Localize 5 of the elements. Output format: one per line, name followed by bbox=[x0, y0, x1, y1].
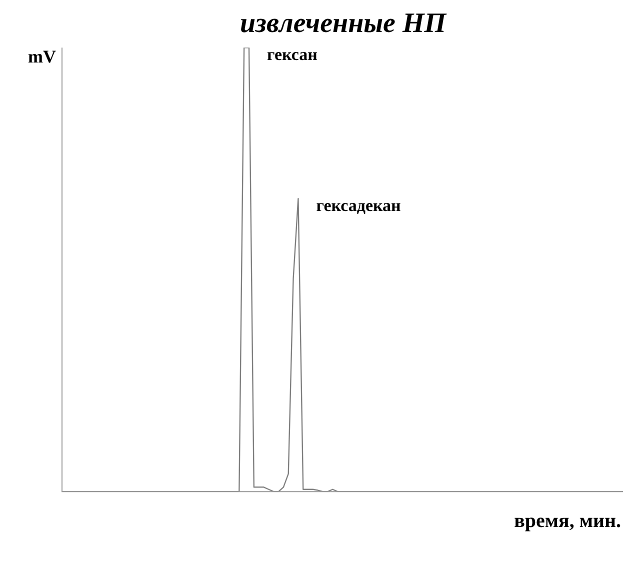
annotation: гексадекан bbox=[316, 196, 402, 215]
chart-title: извлеченные НП bbox=[240, 8, 448, 40]
y-axis-title: mV bbox=[28, 46, 56, 66]
annotation: гексан bbox=[267, 44, 318, 64]
x-axis-title: время, мин. bbox=[514, 510, 621, 532]
